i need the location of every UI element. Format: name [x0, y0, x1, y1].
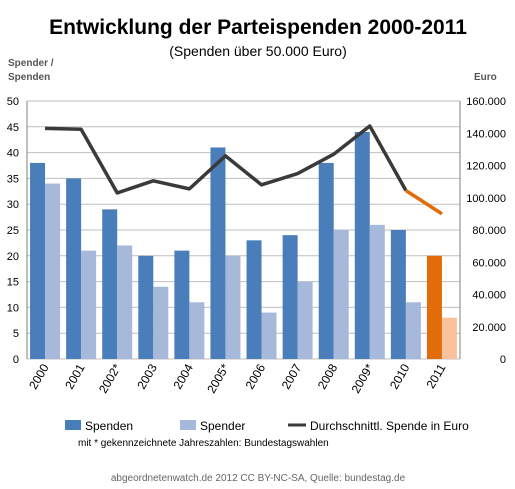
bar-spender: [261, 312, 277, 359]
bar-spenden: [354, 131, 370, 359]
legend: Spenden Spender Durchschnittl. Spende in…: [65, 419, 469, 433]
legend-label-line: Durchschnittl. Spende in Euro: [310, 419, 469, 433]
bar-spender: [153, 286, 169, 359]
bar-spenden: [210, 147, 226, 359]
left-axis-label-line2: Spenden: [8, 72, 50, 83]
election-year-note: mit * gekennzeichnete Jahreszahlen: Bund…: [78, 438, 329, 449]
right-axis-ticks: 0 20.000 40.000 60.000 80.000 100.000 120.000 1…: [466, 96, 506, 366]
bar-spender: [333, 230, 349, 359]
legend-label-spender: Spender: [200, 419, 245, 433]
bar-spender: [297, 281, 313, 359]
x-tick-label: 2003: [134, 361, 160, 391]
x-tick-label: 2006: [243, 361, 269, 391]
bar-spenden: [138, 255, 154, 359]
left-tick-label: 35: [7, 173, 19, 185]
right-tick-label: 40.000: [472, 290, 506, 302]
bars: [30, 131, 457, 359]
gridlines: [26, 100, 461, 360]
bar-spenden: [66, 178, 82, 359]
right-tick-label: 100.000: [466, 193, 506, 205]
bar-spenden: [30, 162, 46, 359]
bar-spender: [441, 317, 457, 359]
x-tick-label: 2011: [424, 361, 449, 391]
right-tick-label: 160.000: [466, 96, 506, 108]
bar-spender: [405, 302, 421, 359]
x-axis-ticks: 2000 2001 2002* 2003 2004 2005* 2006 2007 2008 20…: [26, 361, 449, 395]
left-tick-label: 45: [7, 122, 19, 134]
right-tick-label: 0: [500, 354, 506, 366]
chart-subtitle: (Spenden über 50.000 Euro): [169, 43, 346, 59]
bar-spender: [81, 250, 97, 359]
bar-spenden: [390, 230, 406, 359]
left-tick-label: 15: [7, 277, 19, 289]
x-tick-label: 2009*: [349, 361, 377, 395]
left-tick-label: 10: [7, 302, 19, 314]
left-tick-label: 30: [7, 199, 19, 211]
bar-spender: [117, 245, 133, 359]
bar-spender: [369, 224, 385, 359]
left-tick-label: 40: [7, 148, 19, 160]
bar-spenden: [246, 240, 262, 359]
x-tick-label: 2010: [387, 361, 413, 391]
bar-spenden: [426, 255, 442, 359]
x-tick-label: 2007: [279, 361, 305, 391]
x-tick-label: 2004: [170, 361, 196, 391]
bar-spender: [189, 302, 205, 359]
right-tick-label: 20.000: [472, 322, 506, 334]
bar-spender: [225, 255, 241, 359]
x-tick-label: 2000: [26, 361, 52, 391]
right-tick-label: 120.000: [466, 161, 506, 173]
x-tick-label: 2002*: [96, 361, 124, 395]
legend-swatch-spenden: [65, 420, 81, 430]
left-axis-ticks: 0 5 10 15 20 25 30 35 40 45 50: [7, 96, 19, 366]
line-series: [45, 124, 443, 216]
bar-spenden: [282, 235, 298, 359]
bar-spenden: [174, 250, 190, 359]
right-axis-label: Euro: [474, 72, 497, 83]
legend-swatch-spender: [180, 420, 196, 430]
left-tick-label: 20: [7, 251, 19, 263]
right-tick-label: 140.000: [466, 128, 506, 140]
bar-spenden: [318, 162, 334, 359]
line-durchschnittl-spende: [45, 124, 408, 195]
left-tick-label: 25: [7, 225, 19, 237]
line-durchschnittl-spende-highlight: [404, 189, 443, 216]
bar-spender: [45, 183, 61, 359]
x-tick-label: 2005*: [204, 361, 232, 395]
right-tick-label: 60.000: [472, 257, 506, 269]
left-tick-label: 5: [13, 328, 19, 340]
left-axis-label-line1: Spender /: [8, 58, 54, 69]
chart-title: Entwicklung der Parteispenden 2000-2011: [49, 16, 467, 39]
x-tick-label: 2001: [62, 361, 88, 391]
x-tick-label: 2008: [315, 361, 341, 391]
source-footer: abgeordnetenwatch.de 2012 CC BY-NC-SA, Q…: [111, 473, 406, 484]
left-tick-label: 50: [7, 96, 19, 108]
legend-label-spenden: Spenden: [85, 419, 133, 433]
left-tick-label: 0: [13, 354, 19, 366]
right-tick-label: 80.000: [472, 225, 506, 237]
bar-spenden: [102, 209, 118, 359]
